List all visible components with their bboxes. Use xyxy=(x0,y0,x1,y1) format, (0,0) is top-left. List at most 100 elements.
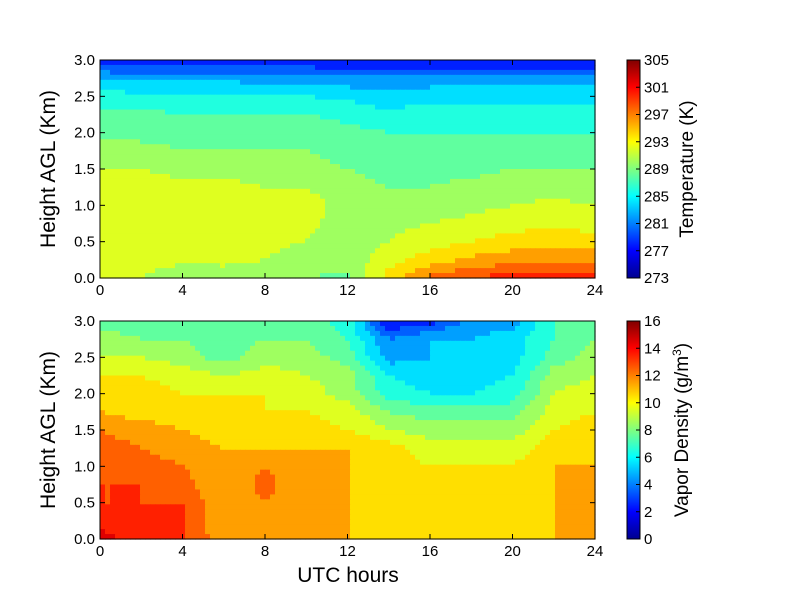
heatmap-cell xyxy=(520,94,526,101)
heatmap-cell xyxy=(475,119,481,125)
heatmap-cell xyxy=(490,213,496,220)
heatmap-cell xyxy=(225,193,231,200)
heatmap-cell xyxy=(460,198,466,205)
heatmap-cell xyxy=(345,223,351,230)
heatmap-cell xyxy=(120,340,126,347)
heatmap-cell xyxy=(185,134,191,140)
heatmap-cell xyxy=(545,89,551,96)
heatmap-cell xyxy=(525,248,531,254)
heatmap-cell xyxy=(220,273,226,279)
heatmap-cell xyxy=(565,223,571,230)
heatmap-cell xyxy=(505,243,511,249)
heatmap-cell xyxy=(165,69,171,76)
heatmap-cell xyxy=(350,198,356,205)
heatmap-cell xyxy=(475,268,481,274)
heatmap-cell xyxy=(305,188,311,195)
heatmap-cell xyxy=(285,134,291,140)
heatmap-cell xyxy=(170,233,176,239)
heatmap-cell xyxy=(470,149,476,155)
heatmap-cell xyxy=(305,64,311,71)
heatmap-cell xyxy=(330,60,336,66)
heatmap-cell xyxy=(220,248,226,254)
heatmap-cell xyxy=(540,84,546,91)
heatmap-cell xyxy=(515,248,521,254)
heatmap-cell xyxy=(225,99,231,106)
heatmap-cell xyxy=(205,223,211,230)
heatmap-cell xyxy=(505,109,511,116)
heatmap-cell xyxy=(545,213,551,220)
heatmap-cell xyxy=(105,321,111,327)
heatmap-cell xyxy=(305,253,311,259)
heatmap-cell xyxy=(305,233,311,239)
heatmap-cell xyxy=(175,104,181,111)
heatmap-cell xyxy=(225,340,231,347)
heatmap-cell xyxy=(555,325,561,332)
heatmap-cell xyxy=(565,198,571,205)
heatmap-cell xyxy=(220,119,226,125)
heatmap-cell xyxy=(425,238,431,244)
heatmap-cell xyxy=(480,325,486,332)
heatmap-cell xyxy=(420,99,426,106)
heatmap-cell xyxy=(500,340,506,347)
heatmap-cell xyxy=(295,89,301,96)
heatmap-cell xyxy=(180,134,186,140)
heatmap-cell xyxy=(290,109,296,116)
heatmap-cell xyxy=(215,238,221,244)
heatmap-cell xyxy=(190,79,196,86)
heatmap-cell xyxy=(375,69,381,76)
heatmap-cell xyxy=(470,183,476,190)
heatmap-cell xyxy=(490,154,496,160)
heatmap-cell xyxy=(280,248,286,254)
heatmap-cell xyxy=(190,89,196,96)
heatmap-cell xyxy=(550,89,556,96)
heatmap-cell xyxy=(350,253,356,259)
heatmap-cell xyxy=(550,104,556,111)
heatmap-cell xyxy=(320,193,326,200)
heatmap-cell xyxy=(430,345,436,352)
heatmap-cell xyxy=(360,321,366,327)
heatmap-cell xyxy=(205,139,211,145)
heatmap-cell xyxy=(505,154,511,160)
heatmap-cell xyxy=(320,114,326,121)
heatmap-cell xyxy=(475,173,481,180)
heatmap-cell xyxy=(480,149,486,155)
heatmap-cell xyxy=(305,134,311,140)
heatmap-cell xyxy=(485,79,491,86)
heatmap-cell xyxy=(260,340,266,347)
heatmap-cell xyxy=(365,129,371,135)
heatmap-cell xyxy=(540,69,546,76)
heatmap-cell xyxy=(105,129,111,135)
heatmap-cell xyxy=(585,233,591,239)
heatmap-cell xyxy=(485,69,491,76)
heatmap-cell xyxy=(215,104,221,111)
heatmap-cell xyxy=(190,164,196,170)
heatmap-cell xyxy=(585,325,591,332)
heatmap-cell xyxy=(550,69,556,76)
heatmap-cell xyxy=(565,109,571,116)
heatmap-cell xyxy=(140,321,146,327)
heatmap-cell xyxy=(465,258,471,264)
heatmap-cell xyxy=(175,213,181,220)
heatmap-cell xyxy=(570,134,576,140)
heatmap-cell xyxy=(200,213,206,220)
heatmap-cell xyxy=(505,159,511,165)
heatmap-cell xyxy=(290,99,296,106)
heatmap-cell xyxy=(420,228,426,234)
heatmap-cell xyxy=(300,268,306,274)
heatmap-cell xyxy=(580,64,586,71)
heatmap-cell xyxy=(200,109,206,116)
heatmap-cell xyxy=(110,223,116,230)
heatmap-cell xyxy=(125,325,131,332)
heatmap-cell xyxy=(115,258,121,264)
heatmap-cell xyxy=(190,129,196,135)
heatmap-cell xyxy=(115,228,121,234)
heatmap-cell xyxy=(430,263,436,269)
heatmap-cell xyxy=(545,258,551,264)
heatmap-cell xyxy=(285,74,291,81)
heatmap-cell xyxy=(285,233,291,239)
heatmap-cell xyxy=(500,149,506,155)
heatmap-cell xyxy=(525,149,531,155)
heatmap-cell xyxy=(475,149,481,155)
heatmap-cell xyxy=(165,129,171,135)
heatmap-cell xyxy=(495,84,501,91)
